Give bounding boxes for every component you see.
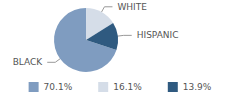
svg-text:13.9%: 13.9%: [183, 82, 212, 92]
svg-text:BLACK: BLACK: [13, 57, 44, 67]
svg-text:70.1%: 70.1%: [44, 82, 73, 92]
svg-text:16.1%: 16.1%: [113, 82, 142, 92]
svg-text:HISPANIC: HISPANIC: [137, 30, 179, 40]
svg-text:WHITE: WHITE: [117, 2, 147, 12]
